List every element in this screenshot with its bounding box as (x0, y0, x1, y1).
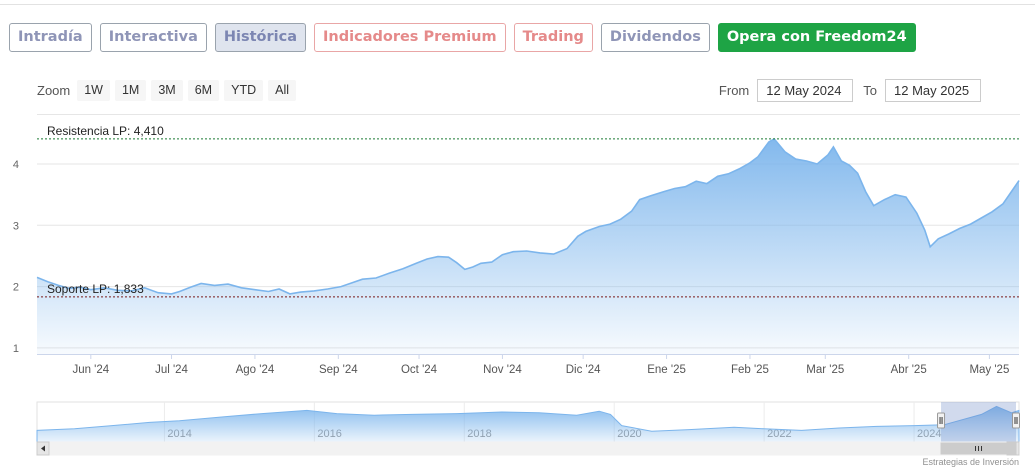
x-tick-label: Feb '25 (731, 364, 769, 376)
x-tick-label: Dic '24 (566, 364, 601, 376)
tab-intradia[interactable]: Intradía (9, 23, 92, 52)
to-label: To (863, 83, 877, 98)
handle-body (1012, 412, 1021, 429)
tab-dividendos[interactable]: Dividendos (600, 23, 710, 52)
opera-freedom24-button[interactable]: Opera con Freedom24 (717, 23, 916, 52)
price-line (36, 137, 1020, 295)
x-tick-label: Sep '24 (319, 364, 358, 376)
zoom-all-button[interactable]: All (268, 80, 297, 101)
navigator-area (36, 405, 1020, 443)
x-tick-label: Ene '25 (647, 364, 686, 376)
toolbar-separator (37, 114, 1020, 115)
from-date-input[interactable]: 12 May 2024 (757, 79, 854, 102)
price-area (37, 138, 1019, 354)
zoom-ytd-button[interactable]: YTD (224, 80, 264, 101)
x-tick-label: Jun '24 (72, 364, 109, 376)
y-tick-label: 2 (13, 282, 19, 294)
navigator-selection (941, 402, 1017, 442)
x-tick-label: Abr '25 (891, 364, 927, 376)
x-tick-label: Nov '24 (483, 364, 522, 376)
y-tick-label: 4 (13, 159, 19, 171)
scrollbar-track (36, 441, 1020, 456)
tab-interactiva[interactable]: Interactiva (99, 23, 207, 52)
zoom-1w-button[interactable]: 1W (77, 80, 110, 101)
x-tick-label: Oct '24 (401, 364, 438, 376)
credit-label: Estrategias de Inversión (922, 457, 1019, 467)
tab-historica[interactable]: Histórica (214, 23, 307, 52)
arrow-left-icon (41, 445, 45, 452)
x-tick-label: Mar '25 (806, 364, 844, 376)
x-tick-label: May '25 (969, 364, 1009, 376)
y-tick-label: 3 (13, 220, 19, 232)
from-label: From (718, 83, 750, 98)
zoom-label: Zoom (37, 83, 71, 98)
zoom-6m-button[interactable]: 6M (187, 80, 220, 101)
chart-tabs: Intradía Interactiva Histórica Indicadores … (9, 23, 924, 52)
y-tick-label: 1 (13, 343, 19, 355)
zoom-1m-button[interactable]: 1M (114, 80, 147, 101)
tab-trading[interactable]: Trading (513, 23, 593, 52)
x-tick-label: Ago '24 (236, 364, 275, 376)
resistance-label: Resistencia LP: 4,410 (47, 124, 164, 138)
date-range-controls: From 12 May 2024 To 12 May 2025 (709, 79, 981, 102)
tab-indicadores-premium[interactable]: Indicadores Premium (314, 23, 506, 52)
navigator-handle-left[interactable] (937, 412, 946, 429)
zoom-controls: Zoom 1W 1M 3M 6M YTD All (37, 80, 301, 101)
x-tick-label: Jul '24 (155, 364, 188, 376)
to-date-input[interactable]: 12 May 2025 (885, 79, 981, 102)
handle-body (937, 412, 946, 429)
top-divider (0, 4, 1035, 5)
zoom-3m-button[interactable]: 3M (151, 80, 183, 101)
navigator-handle-right[interactable] (1012, 412, 1021, 429)
support-label: Soporte LP: 1,833 (47, 282, 144, 296)
